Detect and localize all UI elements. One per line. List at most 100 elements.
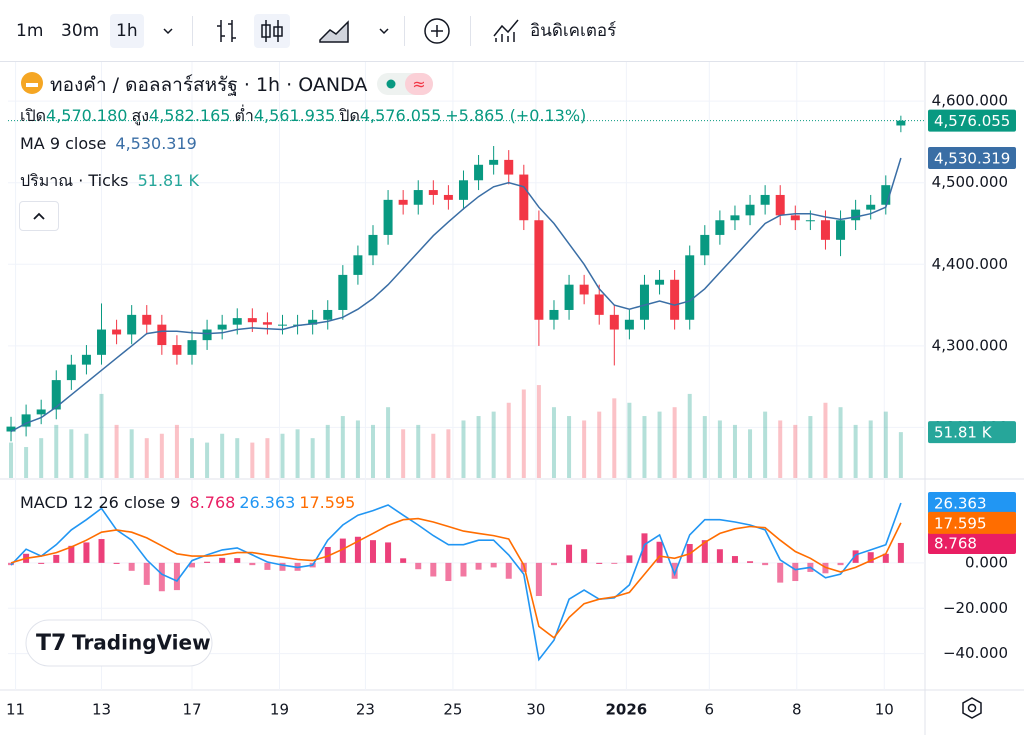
interval-button[interactable]: 1h: [110, 14, 144, 48]
settings-icon[interactable]: [962, 697, 982, 719]
interval-button[interactable]: 30m: [61, 21, 100, 41]
candle-body: [519, 174, 529, 221]
x-tick-label: 25: [443, 701, 462, 719]
volume-bar: [9, 442, 14, 478]
macd-histogram-bar: [566, 544, 573, 563]
macd-badge-bg: [928, 511, 1016, 534]
candle-body: [323, 309, 333, 320]
volume-bar: [54, 424, 59, 478]
volume-bar: [310, 438, 315, 478]
volume-bar: [84, 433, 89, 478]
candle-body: [655, 279, 665, 285]
macd-histogram-bar: [264, 562, 271, 570]
bars-icon[interactable]: [206, 16, 248, 50]
symbol-icon: [21, 72, 43, 94]
candle-body: [594, 294, 604, 315]
candle-body: [112, 329, 122, 335]
candle-body: [262, 322, 272, 325]
macd-histogram-bar: [762, 562, 769, 566]
candle-body: [127, 314, 137, 335]
candle-body: [579, 284, 589, 295]
volume-bar: [24, 447, 29, 478]
watermark: T7 TradingView: [25, 619, 213, 667]
macd-histogram-bar: [731, 556, 738, 563]
y-tick-label: −20.000: [943, 599, 1008, 617]
volume-bar: [868, 420, 873, 478]
watermark-text: TradingView: [72, 631, 211, 655]
volume-bar: [220, 433, 225, 478]
candle-body: [36, 409, 46, 415]
volume-bar: [190, 438, 195, 478]
candle-body: [398, 199, 408, 205]
volume-bar: [612, 398, 617, 478]
macd-histogram-bar: [339, 538, 346, 563]
collapse-button[interactable]: [19, 201, 59, 231]
macd-histogram-bar: [385, 542, 392, 563]
macd-badge-bg: [928, 492, 1016, 515]
volume-bar: [386, 407, 391, 478]
y-tick-label: 4,600.000: [932, 92, 1008, 110]
volume-bar: [838, 407, 843, 478]
macd-histogram-bar: [747, 561, 754, 563]
macd-histogram-bar: [460, 562, 467, 577]
candle-body: [745, 204, 755, 216]
macd-histogram-bar: [430, 562, 437, 577]
volume-bar: [416, 424, 421, 478]
x-tick-label: 30: [526, 701, 545, 719]
candle-body: [820, 220, 830, 240]
candles-icon[interactable]: [254, 14, 290, 48]
candle-body: [338, 274, 348, 310]
volume-bar: [325, 424, 330, 478]
ohlc-name: สูง: [131, 106, 150, 125]
candle-body: [6, 426, 16, 432]
macd-histogram-bar: [143, 562, 150, 585]
candle-body: [564, 284, 574, 310]
candle-body: [443, 194, 453, 200]
indicators-button[interactable]: อินดิเคเตอร์: [530, 21, 617, 41]
chart-type-dropdown[interactable]: [366, 22, 402, 56]
candle-body: [881, 185, 891, 205]
macd-histogram-bar: [792, 562, 799, 582]
interval-dropdown[interactable]: [150, 22, 186, 56]
macd-histogram-bar: [249, 562, 256, 566]
macd-histogram-bar: [113, 562, 120, 564]
status-badge[interactable]: ≈: [377, 72, 435, 96]
volume-bar: [129, 429, 134, 478]
indicators-icon[interactable]: [484, 16, 530, 50]
macd-histogram-bar: [897, 542, 904, 563]
macd-histogram-bar: [626, 555, 633, 563]
macd-histogram-bar: [38, 562, 45, 564]
x-tick-label: 13: [92, 701, 111, 719]
x-tick-label: 11: [6, 701, 25, 719]
volume-bar: [717, 420, 722, 478]
ma-name: MA 9 close: [20, 134, 107, 153]
volume-name: ปริมาณ · Ticks: [20, 171, 129, 190]
macd-badge: 17.595: [934, 514, 987, 532]
svg-text:≈: ≈: [413, 75, 426, 94]
ohlc-value: 4,561.935: [253, 106, 336, 125]
y-tick-label: 4,300.000: [932, 336, 1008, 354]
interval-button[interactable]: 1m: [16, 21, 44, 41]
last-price-badge: 4,576.055: [934, 112, 1010, 130]
candle-body: [247, 318, 257, 323]
candle-body: [670, 279, 680, 320]
symbol-legend: ทองคำ / ดอลลาร์สหรัฐ · 1h · OANDA ≈: [20, 70, 435, 100]
ohlc-legend: เปิด4,570.180 สูง4,582.165 ต่ำ4,561.935 ปิด…: [20, 104, 590, 129]
y-tick-label: 4,400.000: [932, 255, 1008, 273]
x-tick-label: 2026: [605, 701, 647, 719]
candle-body: [172, 345, 182, 355]
macd-histogram-bar: [68, 545, 75, 563]
candle-body: [700, 234, 710, 256]
area-icon[interactable]: [310, 16, 362, 50]
compare-icon[interactable]: [414, 16, 460, 50]
macd-badge: 8.768: [934, 534, 977, 552]
candle-body: [534, 220, 544, 320]
volume-bar: [250, 442, 255, 478]
candle-body: [730, 215, 740, 221]
macd-histogram-bar: [445, 562, 452, 582]
macd-title: MACD 12 26 close 9: [20, 493, 181, 512]
candle-body: [805, 220, 815, 222]
symbol-title: ทองคำ / ดอลลาร์สหรัฐ · 1h · OANDA: [50, 74, 368, 96]
